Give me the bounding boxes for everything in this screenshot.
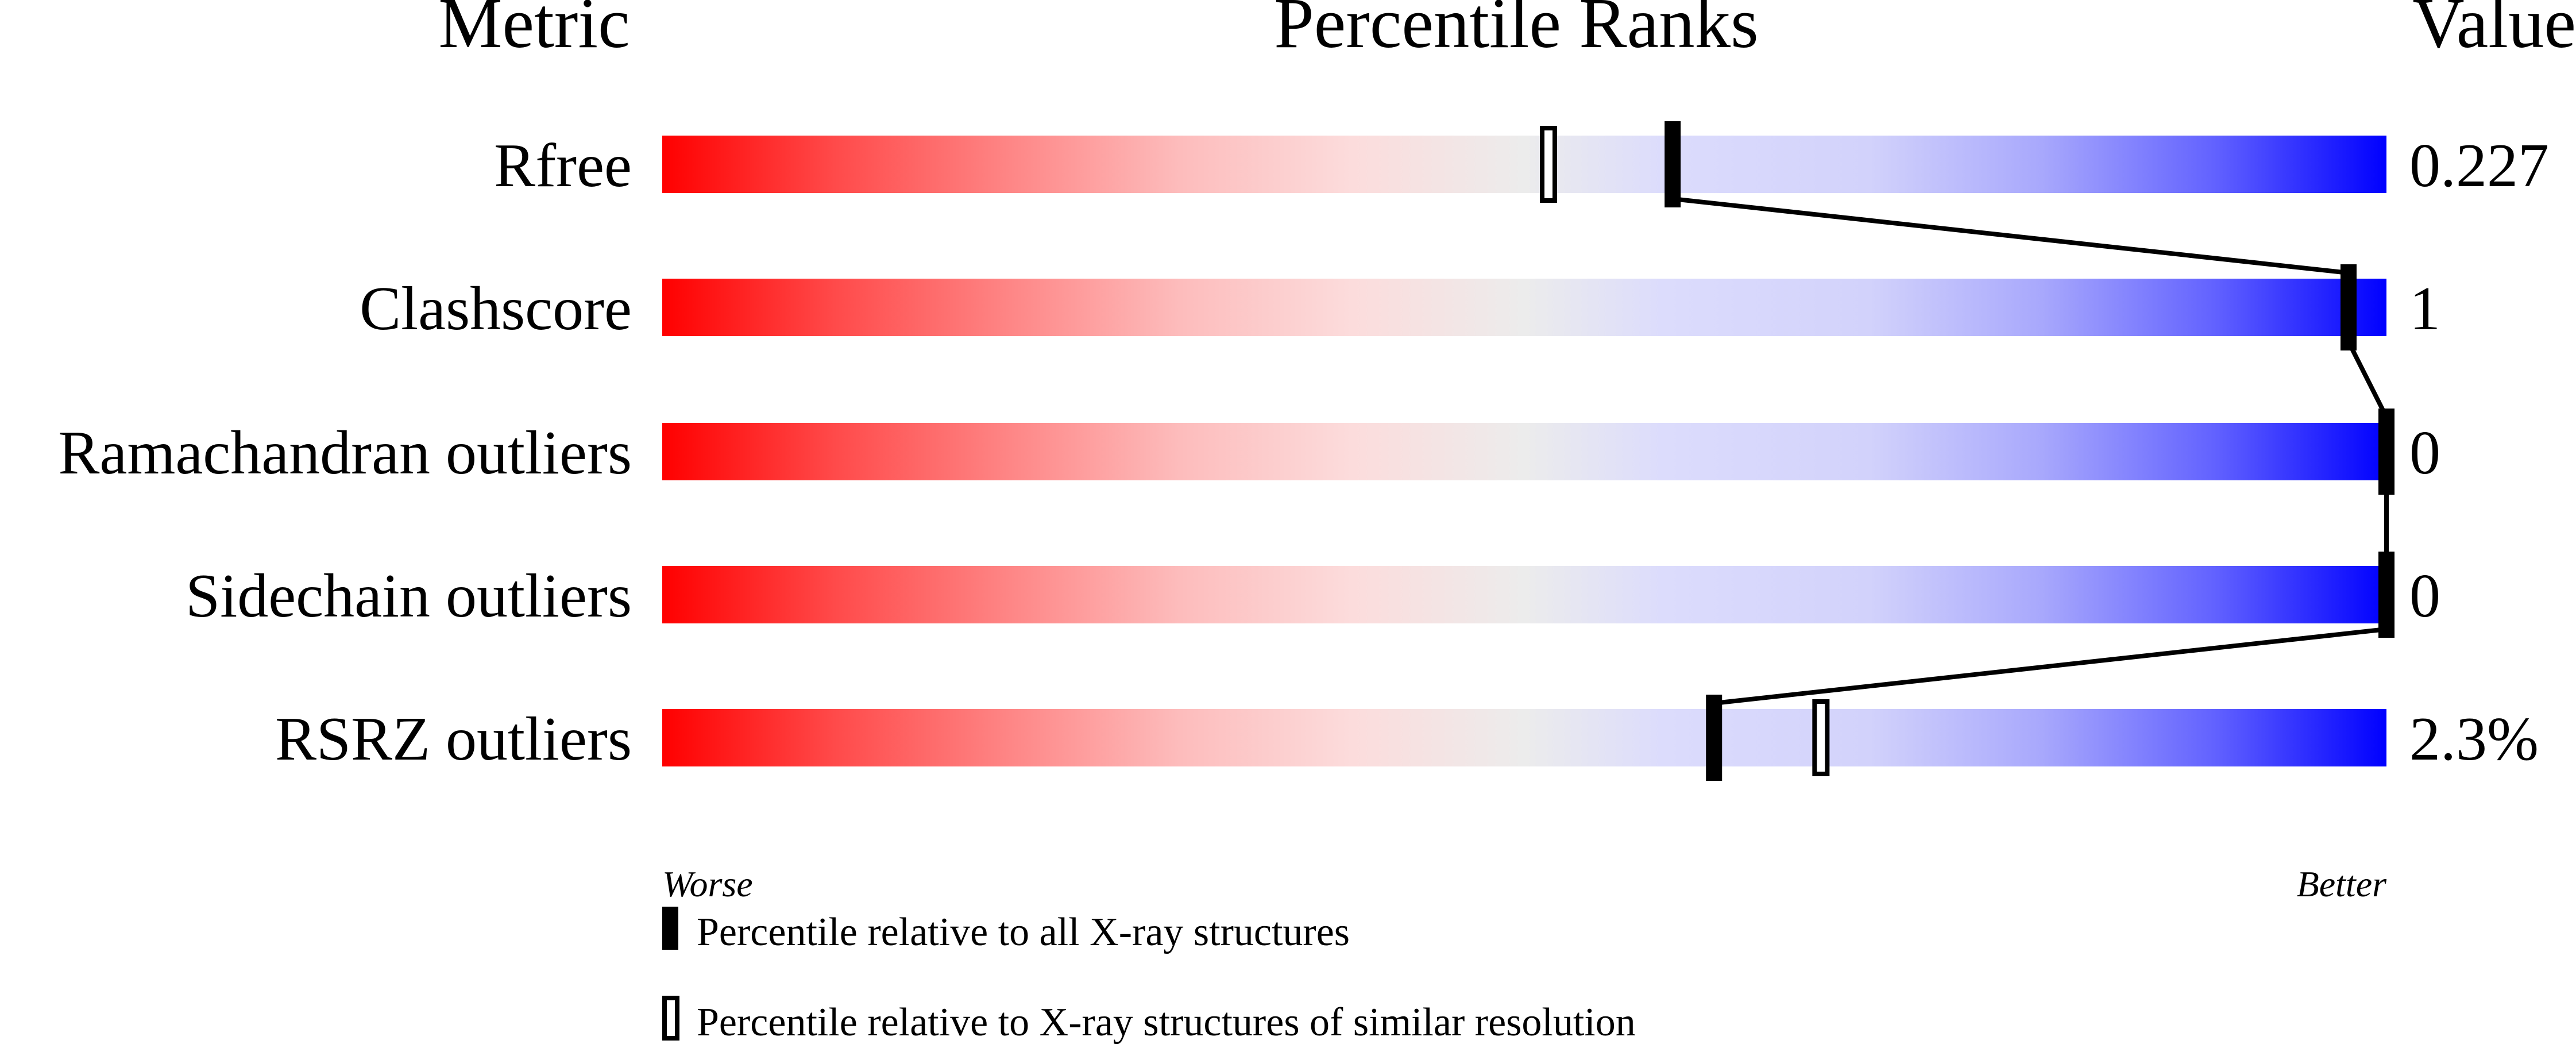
metric-label: Ramachandran outliers (58, 419, 632, 487)
metric-value: 2.3% (2409, 705, 2539, 773)
all-structures-marker (2340, 264, 2357, 350)
metric-label: Clashscore (360, 275, 632, 343)
all-structures-marker (1706, 695, 1723, 781)
all-structures-marker (2378, 552, 2395, 638)
header-value: Value (2412, 0, 2576, 63)
similar-resolution-marker (1812, 699, 1830, 776)
connector-line (1713, 627, 2387, 706)
metric-value: 0 (2409, 419, 2440, 487)
percentile-bar (662, 136, 2386, 193)
legend-similar-label: Percentile relative to X-ray structures … (697, 1000, 1636, 1045)
connector-line (2346, 341, 2389, 418)
legend-all-marker (662, 907, 678, 950)
similar-resolution-marker (1540, 126, 1558, 203)
all-structures-marker (2378, 409, 2395, 495)
metric-label: RSRZ outliers (275, 705, 632, 773)
header-metric: Metric (438, 0, 629, 63)
metric-value: 0 (2409, 562, 2440, 630)
worse-label: Worse (662, 864, 753, 904)
percentile-bar (662, 566, 2386, 623)
percentile-bar (662, 423, 2386, 480)
connector-line (1672, 196, 2349, 275)
metric-label: Rfree (494, 132, 632, 200)
percentile-bar (662, 279, 2386, 336)
legend-similar-marker (662, 996, 679, 1041)
header-percentile-ranks: Percentile Ranks (1274, 0, 1759, 63)
metric-value: 1 (2409, 275, 2440, 343)
metric-label: Sidechain outliers (186, 562, 632, 630)
all-structures-marker (1664, 121, 1681, 207)
legend-all-label: Percentile relative to all X-ray structu… (697, 910, 1350, 954)
metric-value: 0.227 (2409, 132, 2549, 200)
better-label: Better (2297, 864, 2387, 904)
percentile-bar (662, 709, 2386, 766)
